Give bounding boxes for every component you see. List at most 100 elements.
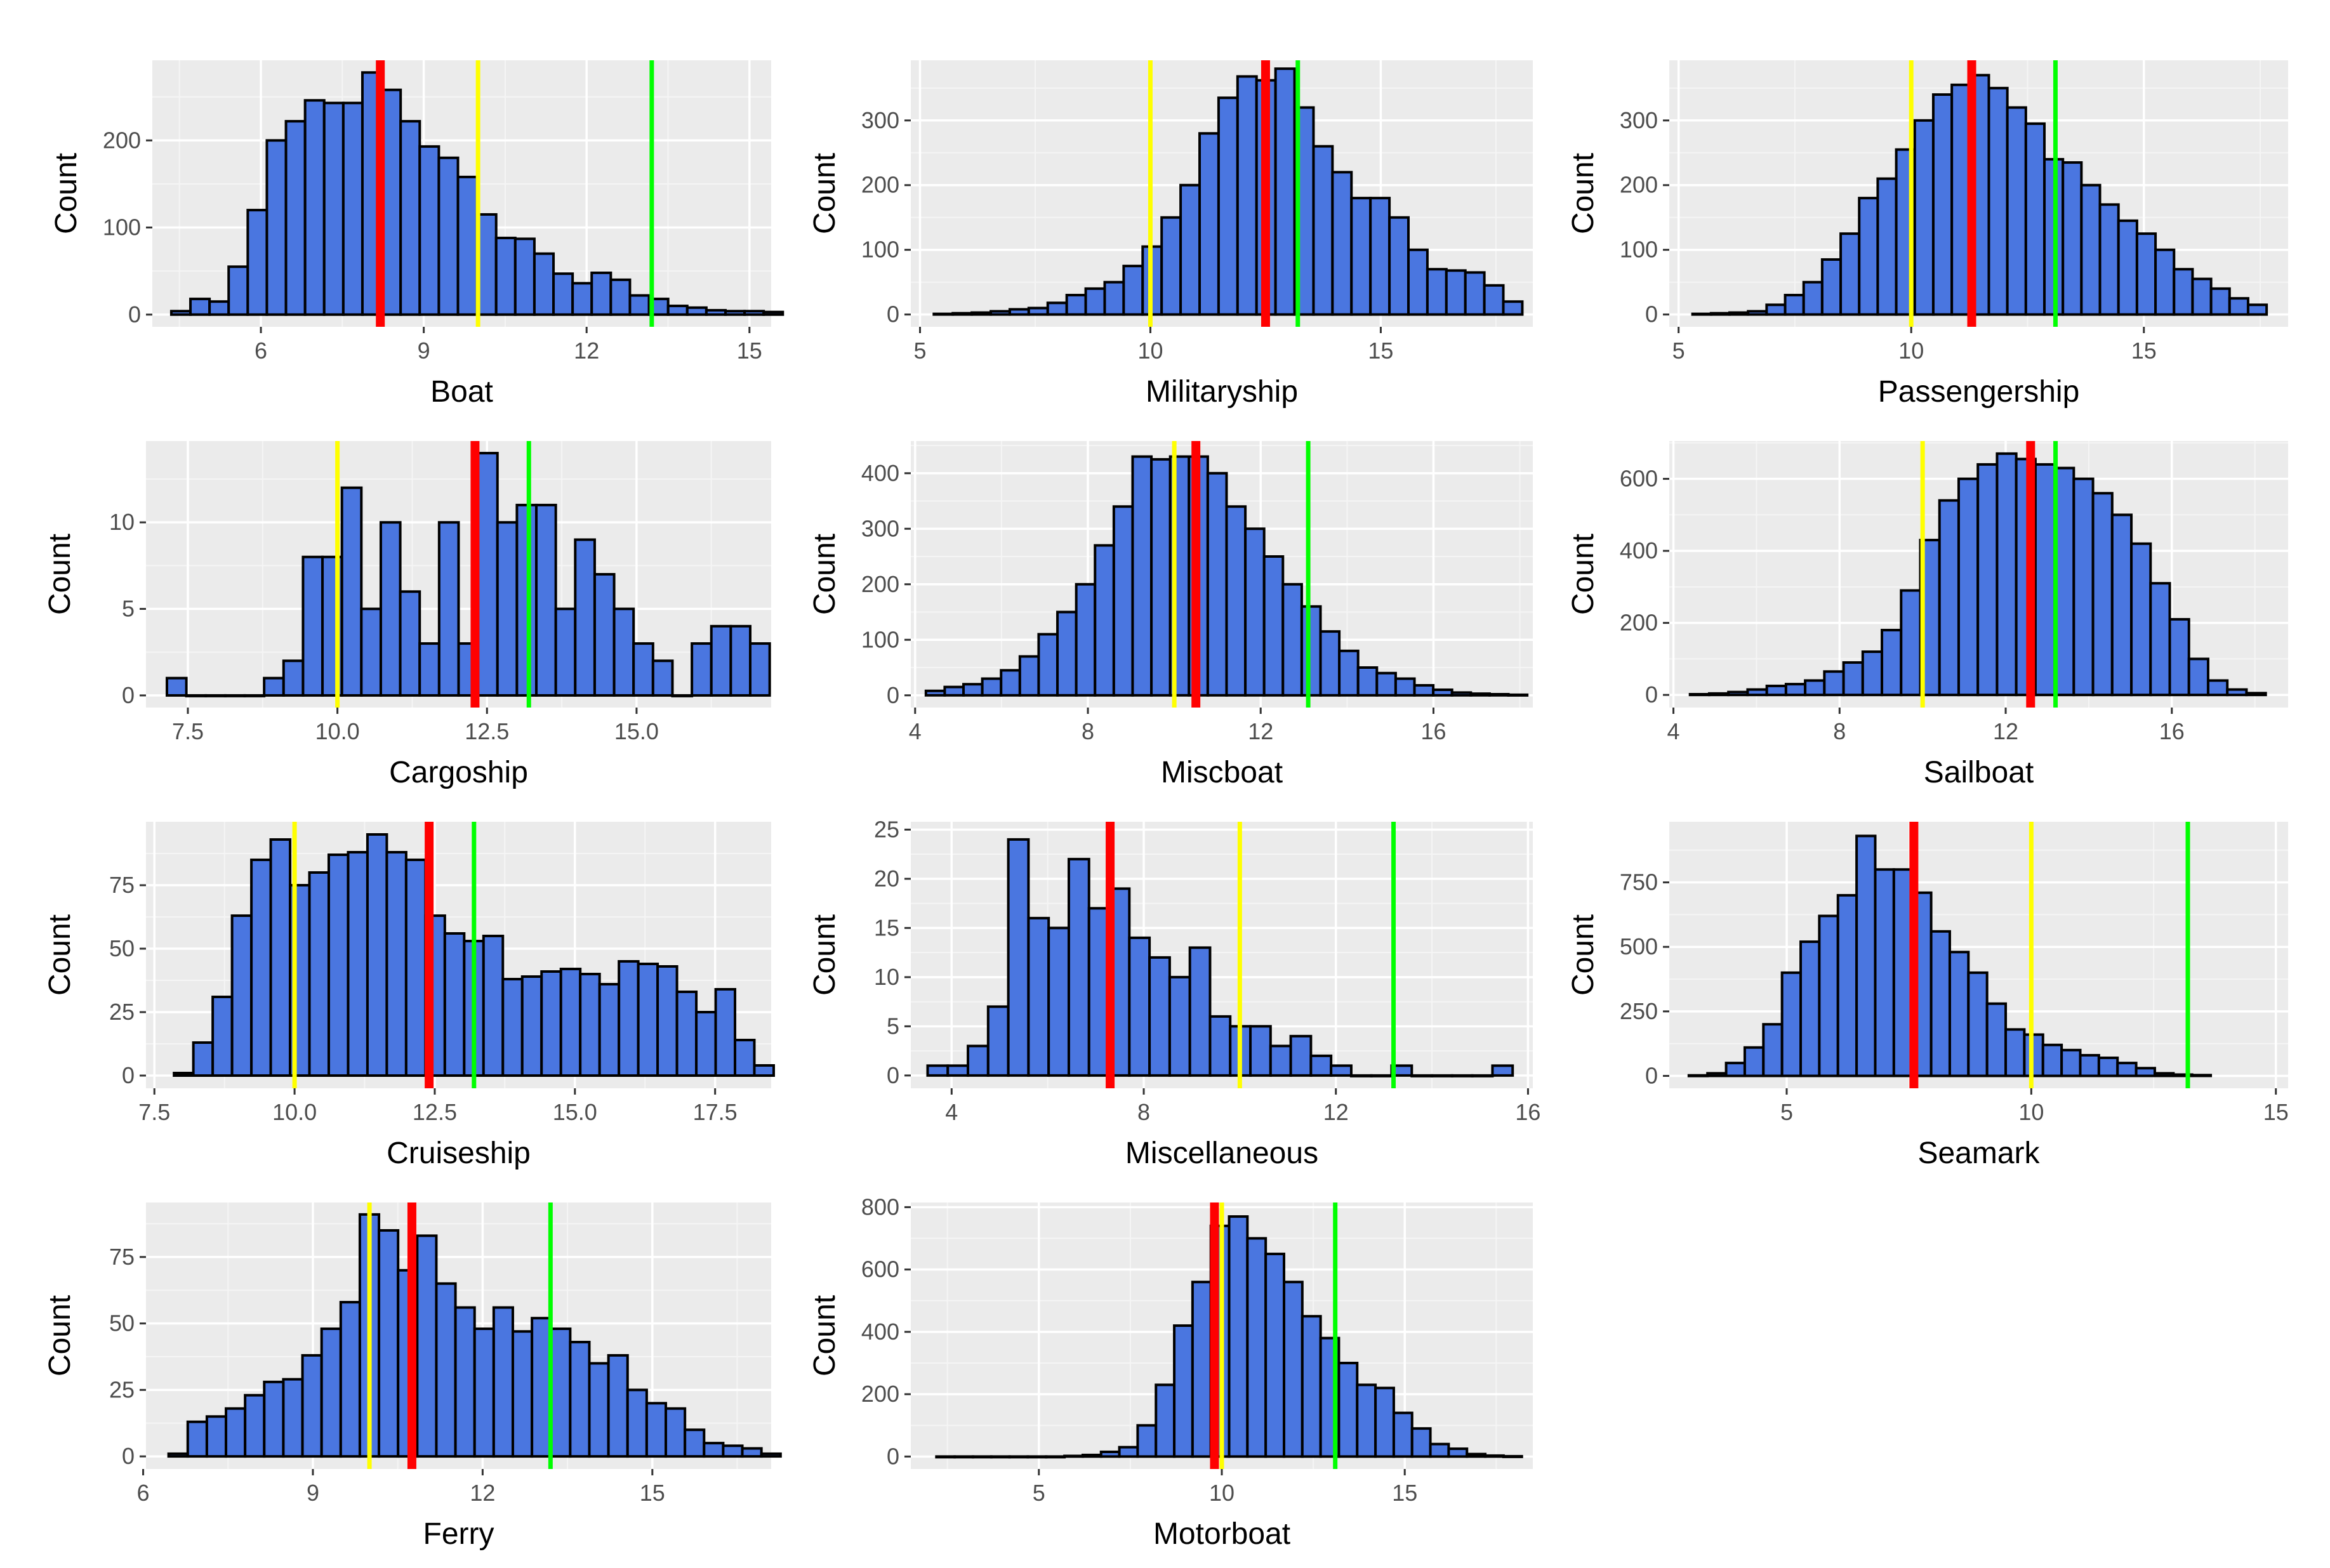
histogram-bar	[2190, 1074, 2213, 1077]
x-axis-title: Miscboat	[1161, 756, 1283, 789]
x-axis-title: Sailboat	[1924, 756, 2034, 789]
histogram-bar	[656, 965, 678, 1077]
histogram-bar	[1804, 679, 1826, 697]
histogram-bar	[327, 853, 350, 1077]
histogram-bar	[2245, 692, 2267, 697]
histogram-bar	[1309, 1054, 1333, 1077]
histogram-bar	[2154, 248, 2176, 316]
y-tick-label: 25	[109, 999, 135, 1025]
histogram-bar	[1188, 946, 1212, 1077]
y-tick-label: 25	[874, 816, 899, 842]
histogram-bar	[1985, 1002, 2008, 1077]
histogram-bar	[714, 988, 737, 1077]
y-axis-title: Count	[808, 153, 842, 234]
histogram-bar	[511, 1330, 534, 1458]
x-tick-label: 8	[1833, 718, 1846, 744]
histogram-bar	[559, 968, 582, 1077]
histogram-boat: 6 9 12 15 0 100 200 Boat Count	[50, 60, 784, 409]
histogram-bar	[1488, 693, 1510, 697]
histogram-bar	[2041, 1043, 2063, 1077]
histogram-bar	[378, 1229, 400, 1458]
histogram-bar	[1707, 692, 1730, 697]
y-tick-label: 0	[122, 682, 135, 708]
histogram-bar	[167, 1452, 189, 1458]
histogram-bar	[404, 859, 427, 1077]
histogram-bar	[1743, 1046, 1765, 1077]
histogram-bar	[1858, 197, 1879, 316]
x-tick-label: 8	[1082, 718, 1094, 744]
histogram-bar	[574, 538, 596, 697]
histogram-bar	[990, 310, 1011, 316]
histogram-bar	[1046, 301, 1068, 316]
y-axis-title: Count	[1566, 153, 1600, 234]
histogram-bar	[1037, 633, 1059, 697]
histogram-bar	[2024, 122, 2046, 316]
x-tick-label: 15.0	[614, 718, 659, 744]
x-tick-label: 12	[574, 338, 599, 364]
x-tick-label: 5	[1033, 1480, 1045, 1506]
x-tick-label: 6	[255, 338, 267, 364]
histogram-bar	[1861, 650, 1884, 697]
histogram-bar	[972, 1455, 993, 1459]
histogram-bar	[515, 503, 538, 697]
histogram-bar	[1056, 610, 1078, 697]
histogram-bar	[1392, 1411, 1413, 1458]
histogram-bar	[399, 120, 421, 316]
histogram-bar	[1179, 183, 1201, 316]
x-tick-label: 12	[1248, 718, 1273, 744]
histogram-bar	[1464, 271, 1486, 316]
y-tick-label: 10	[874, 964, 899, 990]
x-tick-label: 4	[909, 718, 922, 744]
histogram-bar	[967, 1044, 990, 1077]
histogram-bar	[710, 624, 732, 697]
histogram-bar	[1842, 661, 1864, 697]
histogram-bar	[2053, 466, 2075, 697]
histogram-bar	[1762, 1023, 1784, 1077]
histogram-bar	[1900, 589, 1922, 697]
x-tick-label: 7.5	[138, 1099, 170, 1125]
histogram-bar	[1388, 216, 1410, 316]
histogram-bar	[204, 694, 227, 697]
y-tick-label: 50	[109, 1310, 135, 1336]
histogram-bar	[2097, 1057, 2119, 1077]
histogram-bar	[1876, 177, 1898, 316]
y-tick-label: 5	[887, 1013, 899, 1039]
histogram-ferry: 6 9 12 15 0 25 50 75 Ferry Count	[43, 1202, 782, 1551]
histogram-bar	[990, 1455, 1011, 1459]
histogram-bar	[2079, 1053, 2100, 1077]
histogram-bar	[1892, 868, 1914, 1077]
histogram-bar	[473, 1328, 495, 1458]
histogram-bar	[1008, 308, 1030, 316]
histogram-bar	[265, 139, 288, 316]
histogram-bar	[1728, 311, 1750, 316]
histogram-bar	[482, 935, 505, 1077]
histogram-bar	[703, 1442, 725, 1458]
histogram-bar	[1469, 692, 1491, 697]
histogram-bar	[340, 486, 363, 697]
histogram-bar	[1065, 294, 1087, 316]
histogram-militaryship: 5 10 15 0 100 200 300 Militaryship Count	[808, 60, 1533, 409]
histogram-bar	[1047, 926, 1070, 1077]
histogram-bar	[282, 1378, 304, 1458]
y-axis-title: Count	[808, 1295, 842, 1376]
histogram-bar	[2117, 219, 2138, 316]
y-tick-label: 0	[887, 682, 899, 708]
x-tick-label: 10	[1209, 1480, 1235, 1506]
histogram-bar	[1000, 669, 1021, 697]
y-tick-label: 300	[1620, 107, 1658, 133]
x-tick-label: 16	[1420, 718, 1446, 744]
histogram-bar	[951, 312, 974, 316]
histogram-bar	[685, 306, 708, 316]
histogram-bar	[263, 676, 285, 697]
histogram-bar	[2187, 657, 2209, 697]
x-axis-title: Motorboat	[1153, 1517, 1290, 1551]
histogram-bar	[189, 298, 211, 316]
histogram-bar	[301, 555, 324, 697]
histogram-bar	[1938, 499, 1960, 697]
histogram-bar	[454, 1306, 476, 1458]
histogram-bar	[230, 914, 253, 1077]
histogram-bar	[1236, 75, 1258, 316]
histogram-bar	[628, 294, 651, 316]
histogram-bar	[593, 573, 616, 697]
